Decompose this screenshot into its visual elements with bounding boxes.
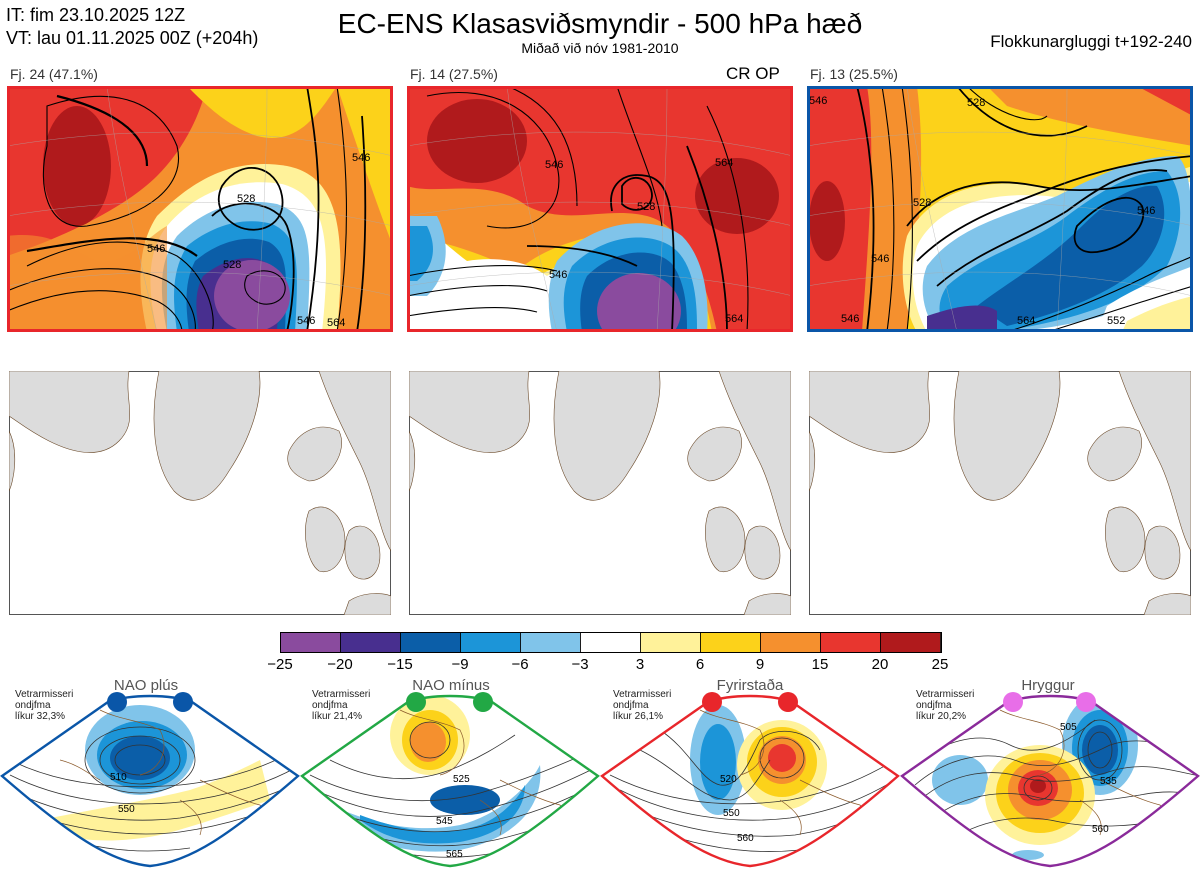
colorbar-cell bbox=[520, 632, 581, 653]
regime-dot bbox=[702, 692, 722, 712]
regime-title-blocking: Fyrirstaða bbox=[716, 677, 784, 694]
regime-contour-label: 565 bbox=[446, 849, 463, 860]
colorbar-tick-label: 9 bbox=[755, 656, 765, 673]
operational-label: CR OP bbox=[726, 64, 780, 83]
regime-dot bbox=[473, 692, 493, 712]
panel-label-1: Fj. 24 (47.1%) bbox=[10, 66, 98, 82]
contour-label: 546 bbox=[549, 269, 567, 281]
page-subtitle: Miðað við nóv 1981-2010 bbox=[521, 40, 679, 56]
contour-label: 528 bbox=[223, 259, 241, 271]
regime-contour-label: 560 bbox=[737, 833, 754, 844]
colorbar-cell bbox=[460, 632, 521, 653]
colorbar-cell bbox=[820, 632, 881, 653]
colorbar-tick-label: 25 bbox=[931, 656, 949, 673]
contour-label: 546 bbox=[871, 253, 889, 265]
regime-contour-label: 535 bbox=[1100, 776, 1117, 787]
land-map-3[interactable] bbox=[809, 371, 1191, 615]
colorbar bbox=[280, 632, 942, 653]
colorbar-cell bbox=[280, 632, 341, 653]
land-map-1[interactable] bbox=[9, 371, 391, 615]
panel-label-2: Fj. 14 (27.5%) bbox=[410, 66, 498, 82]
regime-map-ridge[interactable]: 505 535 560 bbox=[900, 690, 1200, 871]
regime-dot bbox=[173, 692, 193, 712]
colorbar-tick-label: −9 bbox=[451, 656, 469, 673]
regime-contour-label: 550 bbox=[118, 804, 135, 815]
regime-title-ridge: Hryggur bbox=[1021, 677, 1075, 694]
colorbar-tick-label: 15 bbox=[811, 656, 829, 673]
colorbar-cell bbox=[400, 632, 461, 653]
regime-dot bbox=[1003, 692, 1023, 712]
regime-note: Vetrarmisseri ondjfma líkur 26,1% bbox=[613, 689, 672, 722]
cluster-map-2[interactable]: 546 528 546 564 564 bbox=[407, 86, 793, 332]
contour-label: 528 bbox=[237, 193, 255, 205]
colorbar-cell bbox=[340, 632, 401, 653]
regime-dot bbox=[107, 692, 127, 712]
contour-label: 546 bbox=[147, 243, 165, 255]
colorbar-tick-label: −20 bbox=[327, 656, 353, 673]
regime-contour-label: 560 bbox=[1092, 824, 1109, 835]
colorbar-cell bbox=[700, 632, 761, 653]
colorbar-tick-label: 3 bbox=[635, 656, 645, 673]
colorbar-tick-label: 6 bbox=[695, 656, 705, 673]
classification-window: Flokkunargluggi t+192-240 bbox=[990, 32, 1192, 51]
contour-label: 564 bbox=[715, 157, 733, 169]
regime-map-nao-minus[interactable]: 525 545 565 bbox=[300, 690, 600, 871]
cluster-frame-1 bbox=[7, 86, 393, 332]
regime-contour-label: 525 bbox=[453, 774, 470, 785]
cluster-map-3[interactable]: 546 528 546 528 546 546 564 552 bbox=[807, 86, 1193, 332]
regime-title-nao-minus: NAO mínus bbox=[412, 677, 490, 694]
contour-label: 564 bbox=[327, 317, 345, 329]
contour-label: 528 bbox=[637, 201, 655, 213]
regime-contour-label: 520 bbox=[720, 774, 737, 785]
colorbar-tick-label: −3 bbox=[571, 656, 589, 673]
regime-contour-label: 510 bbox=[110, 772, 127, 783]
contour-label: 546 bbox=[352, 152, 370, 164]
contour-label: 546 bbox=[1137, 205, 1155, 217]
regime-note: Vetrarmisseri ondjfma líkur 21,4% bbox=[312, 689, 371, 722]
colorbar-tick-label: −6 bbox=[511, 656, 529, 673]
contour-label: 528 bbox=[913, 197, 931, 209]
regime-contour-label: 505 bbox=[1060, 722, 1077, 733]
contour-label: 552 bbox=[1107, 315, 1125, 327]
valid-time: VT: lau 01.11.2025 00Z (+204h) bbox=[6, 28, 259, 48]
page-title: EC-ENS Klasasviðsmyndir - 500 hPa hæð bbox=[337, 8, 863, 39]
cluster-frame-3 bbox=[807, 86, 1193, 332]
colorbar-cell bbox=[640, 632, 701, 653]
colorbar-tick-label: −25 bbox=[267, 656, 293, 673]
header-times: IT: fim 23.10.2025 12Z VT: lau 01.11.202… bbox=[6, 4, 258, 50]
regime-map-blocking[interactable]: 520 550 560 bbox=[600, 690, 900, 871]
contour-label: 546 bbox=[545, 159, 563, 171]
contour-label: 546 bbox=[809, 95, 827, 107]
colorbar-tick-label: 20 bbox=[871, 656, 889, 673]
cluster-map-1[interactable]: 546 528 528 546 546 564 bbox=[7, 86, 393, 332]
regime-note: Vetrarmisseri ondjfma líkur 32,3% bbox=[15, 689, 74, 722]
regime-map-nao-plus[interactable]: 510 550 bbox=[0, 690, 300, 871]
regime-title-nao-plus: NAO plús bbox=[113, 677, 179, 694]
contour-label: 528 bbox=[967, 97, 985, 109]
regime-dot bbox=[1076, 692, 1096, 712]
contour-label: 546 bbox=[297, 315, 315, 327]
contour-label: 564 bbox=[725, 313, 743, 325]
colorbar-cell bbox=[760, 632, 821, 653]
regime-contour-label: 545 bbox=[436, 816, 453, 827]
init-time: IT: fim 23.10.2025 12Z bbox=[6, 5, 186, 25]
colorbar-tick-label: −15 bbox=[387, 656, 413, 673]
panel-label-3: Fj. 13 (25.5%) bbox=[810, 66, 898, 82]
cluster-frame-2 bbox=[407, 86, 793, 332]
land-map-2[interactable] bbox=[409, 371, 791, 615]
contour-label: 546 bbox=[841, 313, 859, 325]
colorbar-cell bbox=[880, 632, 941, 653]
regime-contour-label: 550 bbox=[723, 808, 740, 819]
regime-dot bbox=[778, 692, 798, 712]
regime-note: Vetrarmisseri ondjfma líkur 20,2% bbox=[916, 689, 975, 722]
contour-label: 564 bbox=[1017, 315, 1035, 327]
colorbar-cell bbox=[580, 632, 641, 653]
regime-dot bbox=[406, 692, 426, 712]
